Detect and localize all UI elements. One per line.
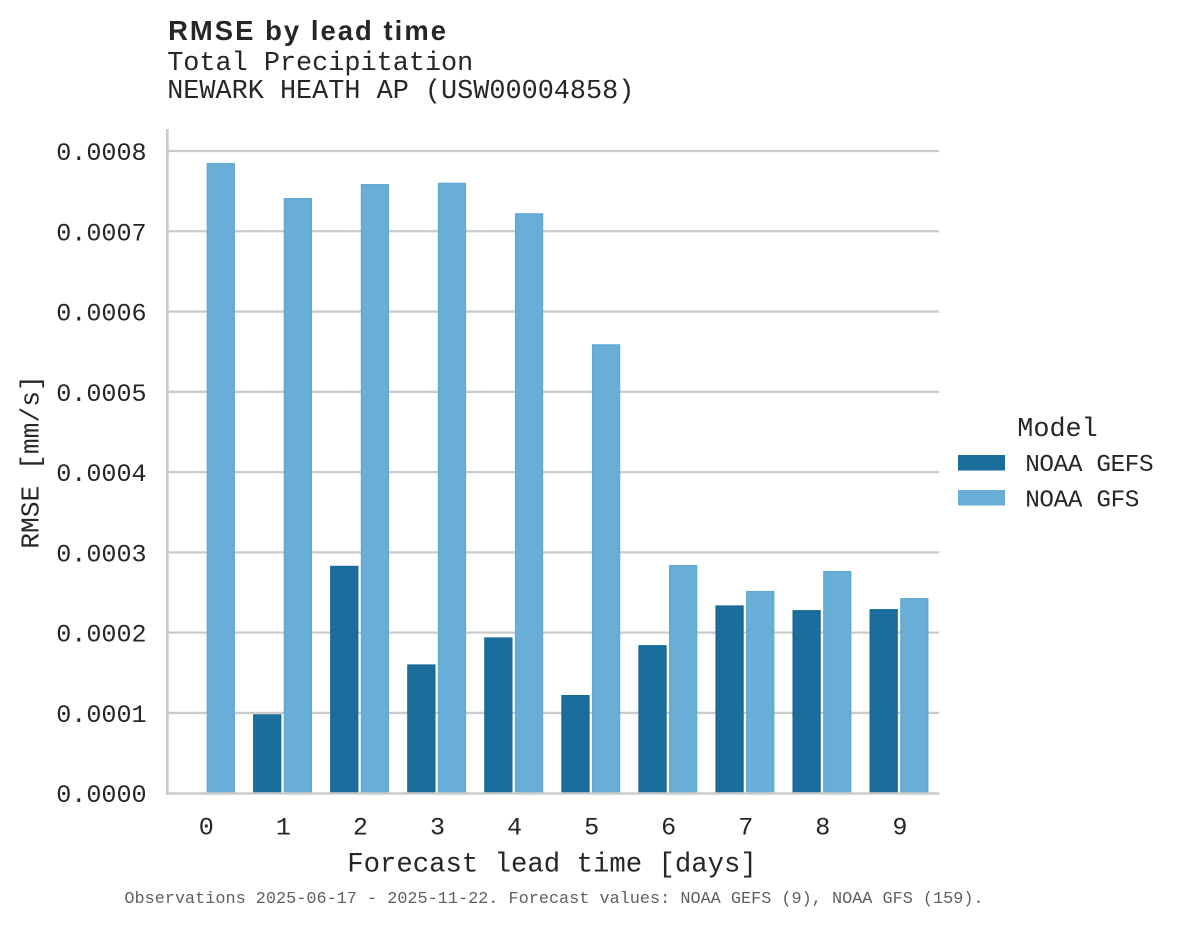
svg-text:NOAA GEFS: NOAA GEFS [1025,452,1153,479]
svg-text:Total Precipitation: Total Precipitation [167,49,473,79]
svg-text:NOAA GFS: NOAA GFS [1025,488,1139,515]
svg-text:7: 7 [738,813,753,842]
svg-text:4: 4 [507,813,522,842]
svg-text:RMSE by lead time: RMSE by lead time [168,15,448,46]
svg-text:6: 6 [661,813,676,842]
svg-text:0.0002: 0.0002 [56,621,146,650]
svg-text:Observations 2025-06-17 - 2025: Observations 2025-06-17 - 2025-11-22. Fo… [124,890,983,909]
svg-text:0.0006: 0.0006 [56,300,146,329]
svg-text:3: 3 [430,813,445,842]
svg-text:8: 8 [815,813,830,842]
svg-text:0.0000: 0.0000 [56,781,146,810]
svg-text:RMSE [mm/s]: RMSE [mm/s] [17,375,47,549]
svg-text:9: 9 [892,813,907,842]
svg-text:Forecast lead time [days]: Forecast lead time [days] [347,849,757,880]
svg-text:0.0005: 0.0005 [56,380,146,409]
svg-text:0.0003: 0.0003 [56,540,146,569]
svg-text:0.0001: 0.0001 [56,701,146,730]
svg-text:Model: Model [1017,415,1097,445]
svg-text:1: 1 [276,813,291,842]
svg-text:NEWARK HEATH AP (USW00004858): NEWARK HEATH AP (USW00004858) [167,77,634,107]
svg-text:5: 5 [584,813,599,842]
svg-text:0.0008: 0.0008 [56,139,146,168]
svg-text:2: 2 [353,813,368,842]
svg-text:0.0007: 0.0007 [56,219,146,248]
svg-text:0: 0 [199,813,214,842]
svg-text:0.0004: 0.0004 [56,460,146,489]
